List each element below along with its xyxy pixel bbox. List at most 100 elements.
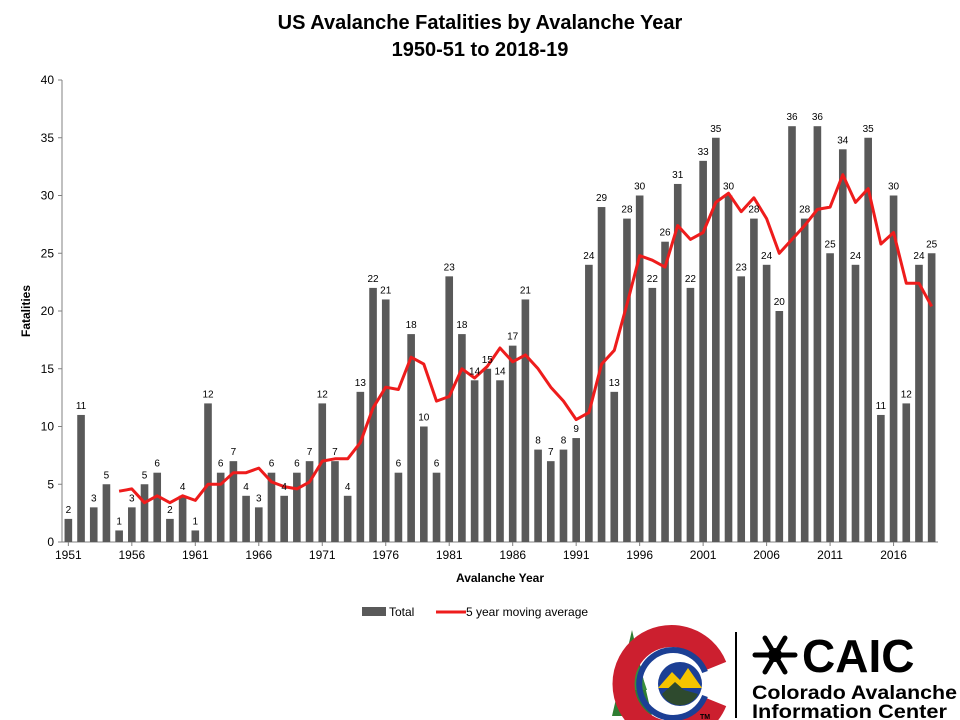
- bar: [128, 507, 136, 542]
- data-label: 6: [434, 459, 440, 470]
- bar: [648, 287, 657, 542]
- bar: [826, 253, 834, 542]
- data-label: 5: [142, 470, 148, 481]
- x-tick-label: 1966: [245, 548, 272, 562]
- data-label: 22: [685, 274, 697, 285]
- legend-label-moving-average: 5 year moving average: [466, 605, 588, 619]
- bar: [229, 461, 238, 542]
- bar: [166, 518, 174, 542]
- bar: [470, 380, 479, 542]
- bar: [775, 311, 784, 542]
- bar: [102, 484, 111, 542]
- bar: [343, 495, 352, 542]
- colorado-c-icon: [612, 625, 727, 720]
- data-label: 6: [396, 459, 402, 470]
- bar: [521, 299, 530, 542]
- x-axis-title: Avalanche Year: [456, 571, 544, 585]
- data-label: 24: [583, 251, 595, 262]
- bar: [597, 207, 606, 543]
- bar: [280, 495, 288, 542]
- logo-wordmark: CAIC: [802, 630, 914, 682]
- bar: [420, 426, 428, 542]
- x-tick-label: 1991: [563, 548, 590, 562]
- bar: [927, 253, 936, 542]
- data-label: 28: [621, 205, 633, 216]
- data-label: 14: [469, 366, 481, 377]
- bar: [369, 287, 377, 542]
- data-label: 36: [812, 112, 824, 123]
- legend: Total 5 year moving average: [362, 605, 588, 619]
- data-label: 18: [456, 320, 468, 331]
- bar: [508, 345, 517, 542]
- data-label: 3: [91, 493, 97, 504]
- data-label: 22: [647, 274, 659, 285]
- data-label: 30: [723, 182, 735, 193]
- bar: [737, 276, 746, 542]
- data-label: 5: [104, 470, 110, 481]
- data-label: 13: [355, 378, 367, 389]
- bar: [800, 218, 809, 542]
- bar: [140, 484, 149, 542]
- data-label: 9: [573, 424, 579, 435]
- y-tick-label: 25: [41, 246, 55, 260]
- bar: [762, 264, 771, 542]
- data-label: 31: [672, 170, 684, 181]
- data-label: 2: [66, 505, 72, 516]
- data-label: 7: [548, 447, 554, 458]
- bar: [864, 137, 872, 542]
- data-label: 4: [345, 482, 351, 493]
- bar: [585, 264, 593, 542]
- data-label: 22: [367, 274, 379, 285]
- data-label: 24: [913, 251, 925, 262]
- x-tick-label: 2001: [690, 548, 717, 562]
- trademark-mark: TM: [700, 714, 710, 720]
- data-label: 28: [748, 205, 760, 216]
- data-label: 6: [294, 459, 300, 470]
- bar: [331, 461, 339, 542]
- bar: [394, 472, 403, 542]
- y-tick-label: 15: [41, 362, 55, 376]
- legend-swatch-total: [362, 607, 386, 616]
- y-tick-label: 10: [41, 420, 55, 434]
- bar: [610, 391, 619, 542]
- bar: [915, 264, 923, 542]
- bar: [89, 507, 98, 542]
- bar: [204, 403, 212, 542]
- data-label: 23: [444, 262, 456, 273]
- legend-label-total: Total: [389, 605, 414, 619]
- bar: [496, 380, 504, 542]
- y-tick-label: 35: [41, 131, 55, 145]
- bar: [64, 518, 73, 542]
- bar: [813, 126, 822, 542]
- bar: [318, 403, 327, 542]
- data-label: 6: [154, 459, 160, 470]
- bar: [153, 472, 162, 542]
- snowflake-icon: [752, 635, 798, 675]
- data-label: 35: [863, 124, 875, 135]
- bar: [432, 472, 441, 542]
- bar: [635, 195, 644, 542]
- data-label: 4: [243, 482, 249, 493]
- bar: [242, 495, 250, 542]
- data-label: 21: [380, 285, 392, 296]
- x-tick-label: 1961: [182, 548, 209, 562]
- data-label: 11: [76, 401, 87, 412]
- data-label: 2: [167, 505, 173, 516]
- x-tick-label: 1971: [309, 548, 336, 562]
- bar: [750, 218, 758, 542]
- bar: [115, 530, 123, 542]
- data-label: 12: [901, 389, 913, 400]
- bar: [724, 195, 733, 542]
- data-label: 36: [786, 112, 798, 123]
- chart-title: US Avalanche Fatalities by Avalanche Yea…: [278, 12, 683, 34]
- data-label: 30: [888, 182, 900, 193]
- data-label: 4: [281, 482, 287, 493]
- data-label: 26: [659, 228, 671, 239]
- data-label: 8: [561, 436, 567, 447]
- bar: [559, 449, 568, 542]
- logo-name-line2: Information Center: [752, 702, 948, 720]
- bar: [877, 414, 885, 542]
- bar: [534, 449, 542, 542]
